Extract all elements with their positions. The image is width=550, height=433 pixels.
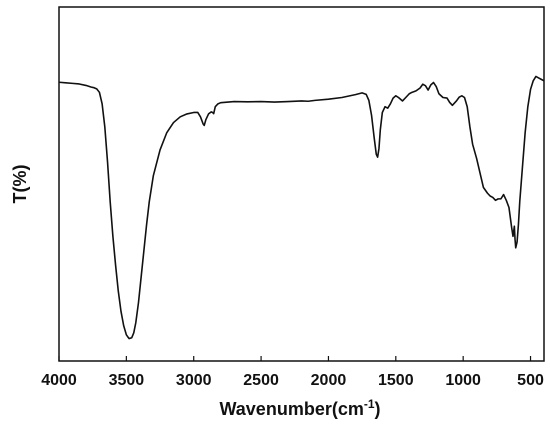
spectrum-line	[58, 75, 545, 340]
x-axis-title: Wavenumber(cm-1)	[219, 397, 380, 419]
x-tick-label: 2500	[243, 372, 279, 389]
x-tick-label: 2000	[311, 372, 347, 389]
x-axis-title-suffix: )	[375, 399, 381, 419]
x-axis-title-main: Wavenumber(cm	[219, 399, 363, 419]
x-axis-ticks	[58, 356, 532, 361]
x-axis-tick-labels: 4000 3500 3000 2500 2000 1500 1000 500	[41, 372, 544, 389]
x-tick-label: 1000	[445, 372, 481, 389]
x-tick-label: 1500	[378, 372, 414, 389]
x-tick-label: 500	[517, 372, 544, 389]
x-tick-label: 4000	[41, 372, 77, 389]
y-axis-title: T(%)	[10, 165, 30, 204]
x-axis-title-superscript: -1	[364, 397, 375, 411]
x-tick-label: 3500	[109, 372, 145, 389]
x-tick-label: 3000	[176, 372, 212, 389]
plot-frame	[58, 6, 545, 362]
